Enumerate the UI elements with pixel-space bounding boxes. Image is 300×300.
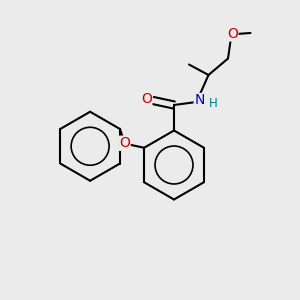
Text: O: O	[141, 92, 152, 106]
Text: N: N	[194, 94, 205, 107]
Text: O: O	[227, 27, 238, 41]
Text: O: O	[119, 136, 130, 150]
Text: H: H	[208, 97, 217, 110]
